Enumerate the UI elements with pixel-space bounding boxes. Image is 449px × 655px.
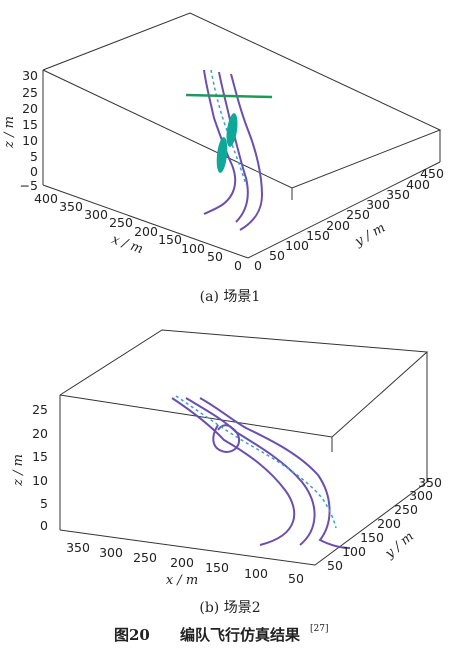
panel-b-ztick-1: 20 [32,426,48,441]
panel-a-obstacle-1 [226,113,238,147]
panel-a-xtick-2: 300 [84,207,108,222]
panel-a-ytick-7: 350 [386,187,410,202]
panel-b-ytick-3: 200 [377,516,401,531]
panel-b-zlabel: z / m [11,454,26,487]
panel-a-path-dashed [210,69,247,186]
panel-a-path-1 [203,69,237,215]
panel-b-ztick-0: 25 [32,402,48,417]
panel-a-ytick-0: 0 [254,258,262,273]
panel-a-xtick-0: 400 [34,191,58,206]
panel-b-caption: (b) 场景2 [199,600,260,616]
panel-a-ytick-1: 50 [269,248,285,263]
panel-b-ytick-0: 50 [327,558,343,573]
panel-b-path-2 [185,397,316,546]
panel-a-ztick-1: 25 [22,85,38,100]
panel-a-obstacle-2 [216,137,228,173]
panel-b-box-top [59,329,429,438]
panel-a-ztick-5: 5 [30,149,38,164]
panel-b-ytick-6: 350 [418,475,442,490]
panel-b-ylabel: y / m [382,529,417,562]
panel-b-path-dashed [175,395,337,529]
panel-a-xtick-7: 50 [207,249,223,264]
panel-b-ztick-3: 10 [32,473,48,488]
panel-a-ztick-4: 10 [22,133,38,148]
panel-a-caption: (a) 场景1 [200,289,261,305]
figure-reference: [27] [310,624,328,634]
panel-a-ztick-0: 30 [22,68,38,83]
panel-a-ztick-7: −5 [20,178,38,193]
figure-label: 图20 [114,626,150,644]
panel-b-ztick-5: 0 [40,518,48,533]
panel-b-xtick-3: 200 [170,555,194,570]
figure-title: 图20 编队飞行仿真结果 [27] [114,624,328,644]
panel-a-ztick-3: 15 [22,117,38,132]
figure-title-text: 编队飞行仿真结果 [180,626,301,644]
panel-a-ylabel: y / m [352,220,388,250]
panel-a-ytick-5: 250 [346,207,370,222]
panel-a-xtick-5: 150 [158,232,182,247]
panel-b-ztick-2: 15 [32,449,48,464]
panel-b: 25 20 15 10 5 0 z / m 350 300 250 200 15… [11,329,442,616]
panel-b-xtick-4: 150 [205,560,229,575]
panel-a-ytick-3: 150 [306,228,330,243]
panel-a-xtick-6: 100 [181,241,205,256]
panel-b-xlabel: x / m [166,573,198,588]
panel-b-xtick-5: 100 [244,566,268,581]
panel-a-xtick-8: 0 [234,258,242,273]
panel-b-box-bottom [59,481,428,566]
panel-b-ztick-4: 5 [40,496,48,511]
panel-a-ytick-8: 400 [406,177,430,192]
panel-b-ytick-5: 300 [409,488,433,503]
panel-b-ytick-1: 100 [342,544,366,559]
panel-a-ztick-6: 0 [30,164,38,179]
panel-b-ytick-2: 150 [360,530,384,545]
panel-b-xtick-6: 50 [288,571,304,586]
panel-a-ytick-2: 100 [285,238,309,253]
panel-b-xtick-1: 300 [99,545,123,560]
panel-a-ytick-6: 300 [366,197,390,212]
panel-b-xtick-0: 350 [66,540,90,555]
panel-a-path-3 [230,73,264,231]
panel-b-path-1 [171,397,296,546]
panel-a-obstacle-bar [185,93,273,99]
panel-b-xtick-2: 250 [133,550,157,565]
panel-b-path-loop [212,424,241,454]
panel-a-xtick-4: 200 [134,224,158,239]
panel-a-ytick-9: 450 [420,166,444,181]
panel-a-xtick-1: 350 [59,199,83,214]
panel-a-xtick-3: 250 [109,215,133,230]
panel-b-path-3 [199,397,351,549]
panel-b-ytick-4: 250 [394,502,418,517]
panel-a-box-bottom [42,161,441,259]
panel-a: 30 25 20 15 10 5 0 −5 z / m 400 350 300 … [2,12,444,305]
panel-a-zlabel: z / m [2,116,17,149]
panel-a-ztick-2: 20 [22,101,38,116]
panel-a-ytick-4: 200 [326,218,350,233]
